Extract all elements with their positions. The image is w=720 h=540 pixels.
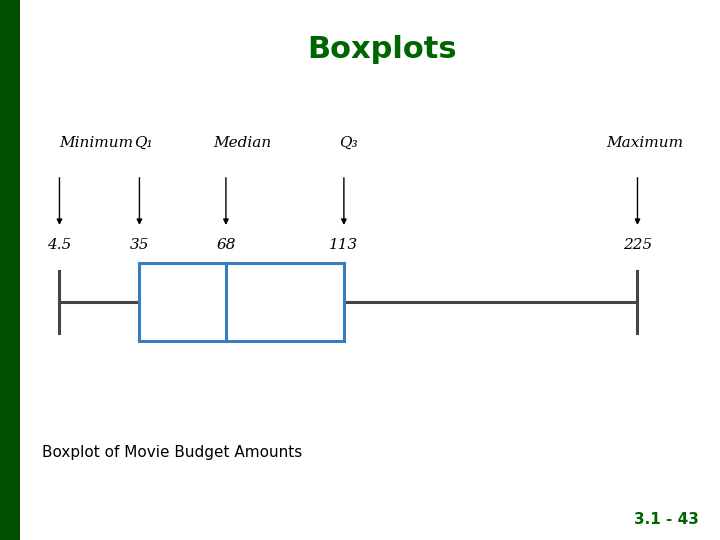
Text: Boxplot of Movie Budget Amounts: Boxplot of Movie Budget Amounts [42,446,302,461]
Text: 35: 35 [130,239,149,252]
Text: Maximum: Maximum [606,136,683,150]
Text: Q₃: Q₃ [338,136,357,150]
Bar [140,263,344,341]
Text: 4.5: 4.5 [48,239,72,252]
Text: Boxplots: Boxplots [307,35,456,64]
Text: Q₁: Q₁ [134,136,153,150]
Text: 113: 113 [329,239,359,252]
Text: 225: 225 [623,239,652,252]
Text: 3.1 - 43: 3.1 - 43 [634,511,698,526]
Text: 68: 68 [216,239,235,252]
Text: Median: Median [213,136,271,150]
Text: Minimum: Minimum [60,136,134,150]
